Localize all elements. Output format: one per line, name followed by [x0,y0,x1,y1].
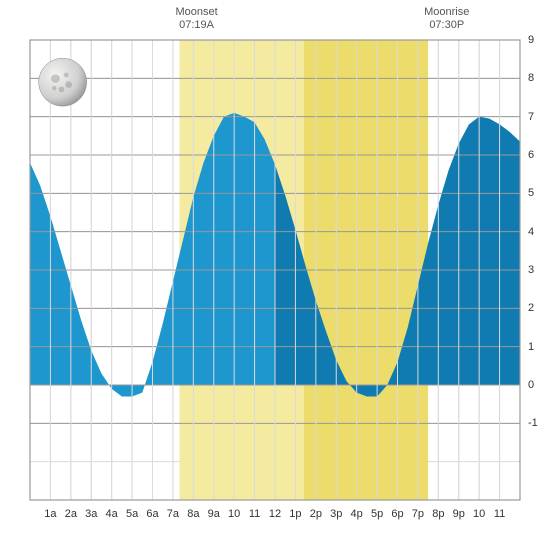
moon-icon [39,58,87,106]
x-tick-label: 5p [371,508,383,520]
y-tick-label: 3 [528,264,534,276]
x-tick-label: 11 [494,508,505,520]
x-tick-label: 2p [310,508,322,520]
x-tick-label: 8a [187,508,199,520]
y-tick-label: -1 [528,417,538,429]
x-tick-label: 3p [330,508,342,520]
y-tick-label: 6 [528,149,534,161]
x-tick-label: 12 [269,508,281,520]
y-tick-label: 1 [528,341,534,353]
moonrise-label: Moonrise07:30P [424,6,469,32]
tide-chart [0,0,550,550]
x-tick-label: 3a [85,508,97,520]
x-tick-label: 10 [228,508,240,520]
x-tick-label: 4p [351,508,363,520]
x-tick-label: 6p [391,508,403,520]
y-tick-label: 4 [528,226,534,238]
x-tick-label: 8p [432,508,444,520]
x-tick-label: 1p [289,508,301,520]
x-tick-label: 4a [106,508,118,520]
y-tick-label: 7 [528,111,534,123]
x-tick-label: 1a [44,508,56,520]
x-tick-label: 5a [126,508,138,520]
x-tick-label: 6a [146,508,158,520]
y-tick-label: 8 [528,72,534,84]
x-tick-label: 7a [167,508,179,520]
x-tick-label: 2a [65,508,77,520]
x-tick-label: 9a [208,508,220,520]
y-tick-label: 9 [528,34,534,46]
x-tick-label: 7p [412,508,424,520]
x-tick-label: 9p [453,508,465,520]
x-tick-label: 11 [249,508,260,520]
y-tick-label: 2 [528,302,534,314]
y-tick-label: 0 [528,379,534,391]
y-tick-label: 5 [528,187,534,199]
x-tick-label: 10 [473,508,485,520]
moonset-label: Moonset07:19A [175,6,217,32]
